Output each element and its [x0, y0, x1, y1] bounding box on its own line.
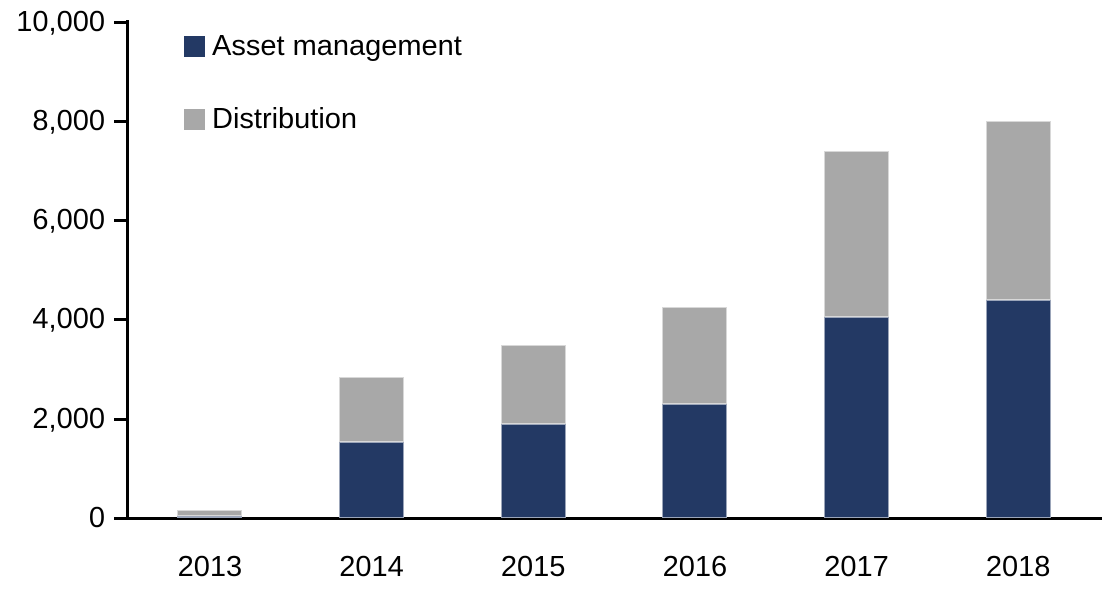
legend-entry-distribution: Distribution — [184, 103, 357, 136]
y-tick-label: 8,000 — [32, 104, 105, 137]
y-tick-mark — [114, 219, 126, 223]
x-tick-label-2014: 2014 — [339, 551, 404, 583]
bar-segment-asset-management-2016 — [662, 404, 728, 519]
x-tick-label-2015: 2015 — [500, 551, 566, 583]
y-tick-mark — [114, 20, 126, 24]
bar-segment-asset-management-2017 — [824, 317, 889, 519]
y-tick-mark — [114, 119, 126, 123]
x-tick-label-2013: 2013 — [177, 551, 243, 583]
y-tick-label: 0 — [88, 502, 105, 534]
x-axis-line — [126, 517, 1102, 520]
bar-segment-distribution-2017 — [824, 151, 889, 318]
y-axis-line — [126, 20, 129, 520]
y-tick-label: 4,000 — [32, 303, 105, 336]
y-tick-label: 6,000 — [32, 204, 105, 237]
y-tick-label: 2,000 — [32, 402, 105, 435]
bar-segment-distribution-2015 — [500, 344, 566, 425]
legend-label-asset-management: Asset management — [212, 30, 462, 62]
legend-entry-asset-management: Asset management — [184, 30, 462, 63]
bar-segment-distribution-2018 — [985, 121, 1051, 301]
y-tick-mark — [114, 517, 126, 520]
y-tick-mark — [114, 318, 126, 322]
distribution-swatch-icon — [184, 109, 205, 130]
bar-segment-asset-management-2018 — [985, 300, 1051, 519]
bar-segment-distribution-2013 — [177, 509, 243, 516]
y-tick-mark — [114, 417, 126, 421]
legend-label-distribution: Distribution — [212, 103, 358, 135]
asset-management-swatch-icon — [184, 36, 205, 57]
bar-segment-distribution-2014 — [339, 376, 404, 442]
x-tick-label-2016: 2016 — [662, 551, 728, 583]
bar-segment-asset-management-2015 — [500, 424, 566, 519]
bar-segment-asset-management-2013 — [177, 515, 243, 519]
bar-segment-asset-management-2014 — [339, 441, 404, 519]
x-tick-label-2018: 2018 — [985, 551, 1051, 583]
y-tick-label: 10,000 — [16, 5, 105, 38]
x-tick-label-2017: 2017 — [824, 551, 889, 583]
bar-segment-distribution-2016 — [662, 307, 728, 405]
